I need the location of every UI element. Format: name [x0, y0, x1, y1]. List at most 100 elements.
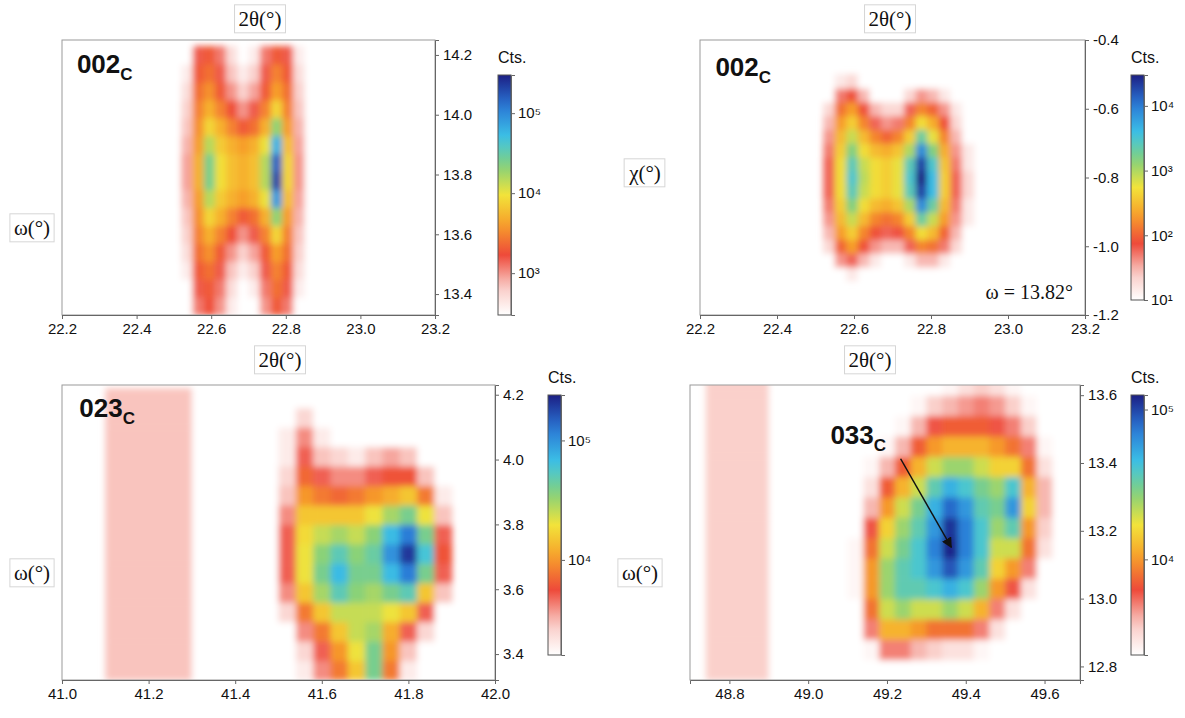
- heatmap-cell: [879, 385, 895, 396]
- heatmap-cell: [282, 46, 294, 65]
- heatmap-cell: [249, 154, 261, 173]
- tick: 13.6: [1080, 386, 1117, 403]
- heatmap-cell: [895, 497, 911, 518]
- tick: -1.0: [1085, 238, 1119, 255]
- tick: 22.4: [122, 315, 151, 337]
- heatmap-cell: [769, 477, 848, 498]
- heatmap-cell: [911, 517, 927, 538]
- heatmap-cell: [279, 602, 297, 622]
- heatmap-cell: [916, 88, 928, 102]
- y-axis-title-box: [624, 159, 665, 187]
- tick-mark: [408, 680, 409, 684]
- heatmap-cell: [400, 466, 418, 486]
- cells: [105, 388, 452, 680]
- heatmap-cell: [237, 100, 249, 119]
- tick-label: 13.6: [1088, 386, 1117, 403]
- heatmap-cell: [1021, 558, 1037, 579]
- heatmap-cell: [904, 198, 916, 212]
- heatmap-cell: [893, 184, 905, 198]
- heatmap-cell: [879, 497, 895, 518]
- tick-label: 23.0: [994, 320, 1023, 337]
- heatmap-cell: [911, 578, 927, 599]
- heatmap-cell: [226, 82, 238, 101]
- tick-mark: [1144, 559, 1148, 560]
- heatmap-cell: [282, 261, 294, 280]
- tick: 22.6: [840, 315, 869, 337]
- heatmap-cell: [249, 82, 261, 101]
- heatmap-cell: [989, 558, 1005, 579]
- heatmap-cell: [1021, 639, 1037, 660]
- heatmap-cell: [916, 116, 928, 130]
- heatmap-cell: [879, 538, 895, 559]
- heatmap-cell: [417, 427, 435, 447]
- heatmap-cell: [1021, 477, 1037, 498]
- heatmap-cell: [1052, 395, 1068, 416]
- heatmap-cell: [942, 558, 958, 579]
- heatmap-cell: [296, 427, 314, 447]
- heatmap-cell: [706, 517, 770, 538]
- heatmap-cell: [989, 477, 1005, 498]
- heatmap-cell: [962, 267, 974, 281]
- heatmap-cell: [989, 395, 1005, 416]
- heatmap-cell: [958, 477, 974, 498]
- tick-label: 22.2: [686, 320, 715, 337]
- heatmap-cell: [974, 416, 990, 437]
- heatmap-cell: [1021, 456, 1037, 477]
- heatmap-cell: [296, 505, 314, 525]
- axis-line: [701, 316, 1086, 320]
- heatmap-cell: [192, 427, 279, 447]
- tick: 22.2: [48, 315, 77, 337]
- heatmap-cell: [181, 189, 193, 208]
- heatmap-cell: [296, 524, 314, 544]
- y-axis-title: ω(°): [622, 561, 658, 585]
- heatmap-cell: [1005, 456, 1021, 477]
- heatmap-cell: [950, 116, 962, 130]
- heatmap-cell: [1021, 416, 1037, 437]
- panel-title-main: 023: [79, 393, 122, 423]
- heatmap-cell: [296, 661, 314, 680]
- heatmap-cell: [313, 622, 331, 642]
- heatmap-cell: [249, 243, 261, 262]
- heatmap-cell: [304, 261, 316, 280]
- heatmap-cell: [958, 639, 974, 660]
- heatmap-cell: [204, 136, 216, 155]
- heatmap-cell: [835, 253, 847, 267]
- heatmap-cell: [1005, 639, 1021, 660]
- colorbar-title: Cts.: [1131, 369, 1159, 386]
- heatmap-cell: [105, 447, 192, 467]
- tick-label: -1.0: [1093, 238, 1119, 255]
- tick-label: 4.0: [503, 451, 524, 468]
- tick-label: 10⁴: [518, 184, 541, 201]
- heatmap-cell: [904, 143, 916, 157]
- heatmap-cell: [895, 477, 911, 498]
- x-axis-title-box: [845, 346, 896, 374]
- heatmap-cell: [181, 46, 193, 65]
- heatmap-cell: [279, 622, 297, 642]
- heatmap-cell: [958, 619, 974, 640]
- heatmap-cell: [192, 583, 279, 603]
- heatmap-cell: [365, 563, 383, 583]
- heatmap-cell: [846, 226, 858, 240]
- heatmap-cell: [958, 538, 974, 559]
- heatmap-cell: [1037, 558, 1053, 579]
- heatmap-cell: [926, 395, 942, 416]
- heatmap-cell: [879, 619, 895, 640]
- heatmap-cell: [348, 583, 366, 603]
- heatmap-cell: [226, 189, 238, 208]
- heatmap-cell: [181, 243, 193, 262]
- heatmap-cell: [950, 212, 962, 226]
- plot-area: [706, 385, 1069, 680]
- heatmap-cell: [348, 524, 366, 544]
- heatmap-cell: [293, 297, 305, 315]
- heatmap-cell: [904, 267, 916, 281]
- heatmap-cell: [313, 447, 331, 467]
- heatmap-cell: [313, 544, 331, 564]
- tick: 13.2: [1080, 522, 1117, 539]
- heatmap-cell: [863, 639, 879, 660]
- heatmap-cell: [869, 253, 881, 267]
- tick: 3.8: [495, 516, 524, 533]
- y-axis: 3.43.63.84.04.2: [495, 386, 524, 681]
- heatmap-cell: [858, 184, 870, 198]
- heatmap-cell: [193, 207, 205, 226]
- heatmap-cell: [823, 239, 835, 253]
